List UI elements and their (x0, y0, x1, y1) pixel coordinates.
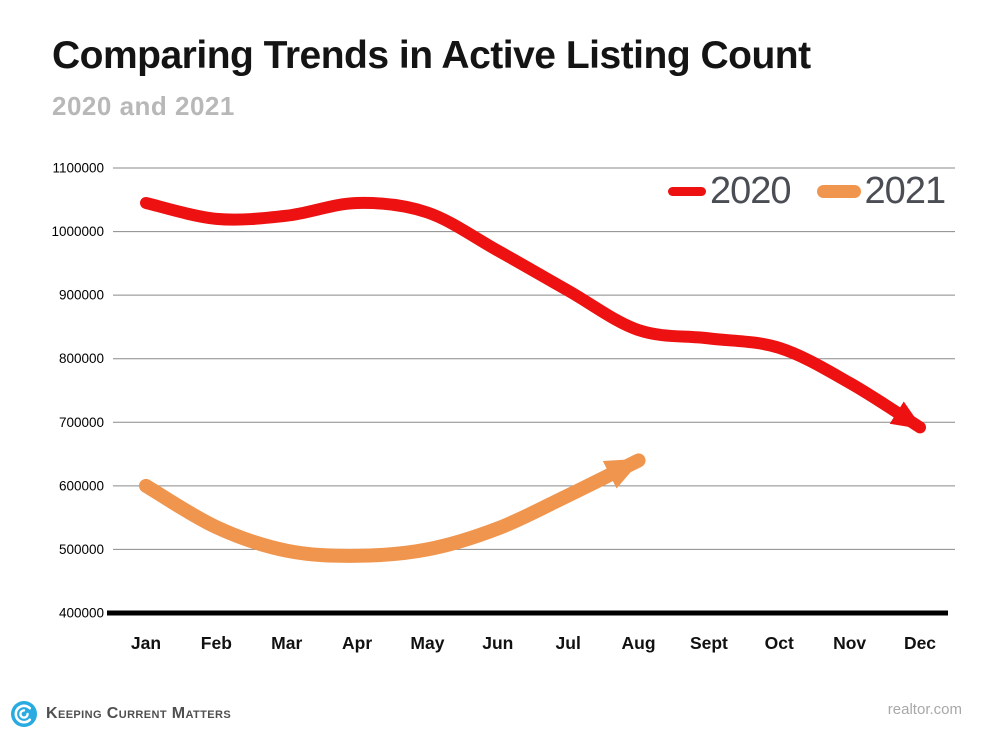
brand-name: Keeping Current Matters (46, 705, 232, 722)
y-tick-label: 400000 (59, 606, 104, 621)
y-tick-label: 1000000 (51, 224, 104, 239)
x-tick-label: May (410, 633, 444, 653)
brand-logo: Keeping Current Matters (10, 700, 231, 728)
x-tick-label: Dec (904, 633, 936, 653)
x-tick-label: Nov (833, 633, 866, 653)
x-tick-label: Mar (271, 633, 302, 653)
y-tick-label: 500000 (59, 542, 104, 557)
x-tick-label: Oct (765, 633, 794, 653)
legend-swatch-2020 (668, 187, 706, 196)
x-tick-label: Jan (131, 633, 161, 653)
page-title: Comparing Trends in Active Listing Count (52, 34, 811, 77)
x-tick-label: Aug (622, 633, 656, 653)
page-subtitle: 2020 and 2021 (52, 91, 235, 121)
x-tick-label: Feb (201, 633, 232, 653)
y-tick-label: 600000 (59, 478, 104, 493)
x-tick-label: Apr (342, 633, 372, 653)
kcm-swirl-icon (11, 701, 37, 727)
y-tick-label: 1100000 (52, 161, 104, 176)
x-tick-label: Sept (690, 633, 728, 653)
y-tick-label: 700000 (59, 415, 104, 430)
source-attribution: realtor.com (887, 701, 962, 718)
x-tick-label: Jul (556, 633, 581, 653)
legend-swatch-2021 (816, 185, 861, 198)
series-line-2021 (139, 453, 646, 563)
y-tick-label: 800000 (59, 351, 104, 366)
y-tick-label: 900000 (59, 288, 104, 303)
legend-label-2021: 2021 (864, 170, 947, 212)
chart-legend: 2020 2021 (668, 170, 947, 213)
legend-label-2020: 2020 (710, 170, 792, 212)
series-line-2020 (140, 196, 926, 434)
x-tick-label: Jun (482, 633, 513, 653)
